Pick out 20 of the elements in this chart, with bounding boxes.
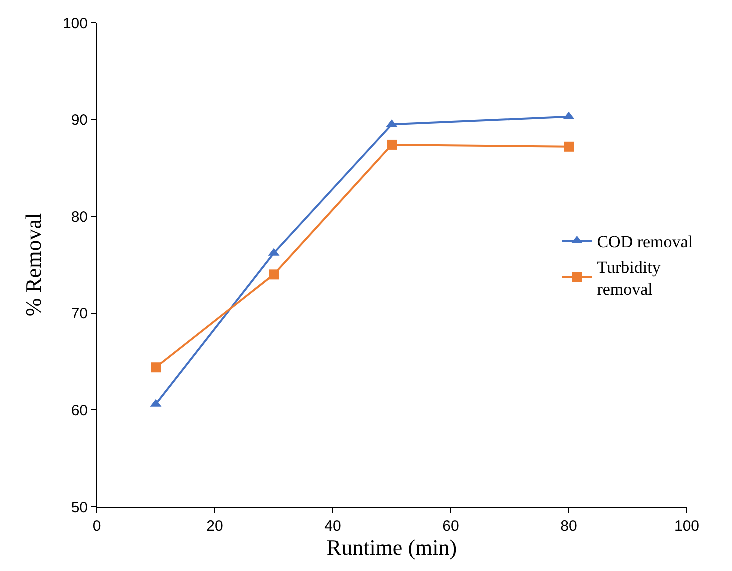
x-tick-label: 100 [674, 518, 700, 535]
point [151, 362, 161, 373]
x-tick-label: 0 [92, 518, 102, 535]
legend-label: COD removal [597, 232, 694, 252]
x-axis-title: Runtime (min) [326, 535, 458, 560]
point [269, 270, 279, 280]
x-tick-label: 40 [324, 518, 342, 535]
y-axis-title: % Removal [20, 213, 46, 317]
y-tick-label: 80 [71, 208, 88, 226]
y-tick-label: 100 [62, 15, 88, 32]
legend-label: Turbidity removal [597, 258, 662, 299]
y-tick-label: 50 [71, 499, 88, 516]
y-tick-label: 90 [71, 112, 88, 130]
x-tick-label: 20 [206, 518, 224, 535]
y-tick-label: 70 [71, 306, 88, 323]
point [564, 142, 574, 152]
x-tick-label: 60 [442, 518, 460, 535]
y-tick-label: 60 [71, 402, 88, 420]
point [387, 140, 397, 150]
x-tick-label: 80 [560, 518, 578, 535]
